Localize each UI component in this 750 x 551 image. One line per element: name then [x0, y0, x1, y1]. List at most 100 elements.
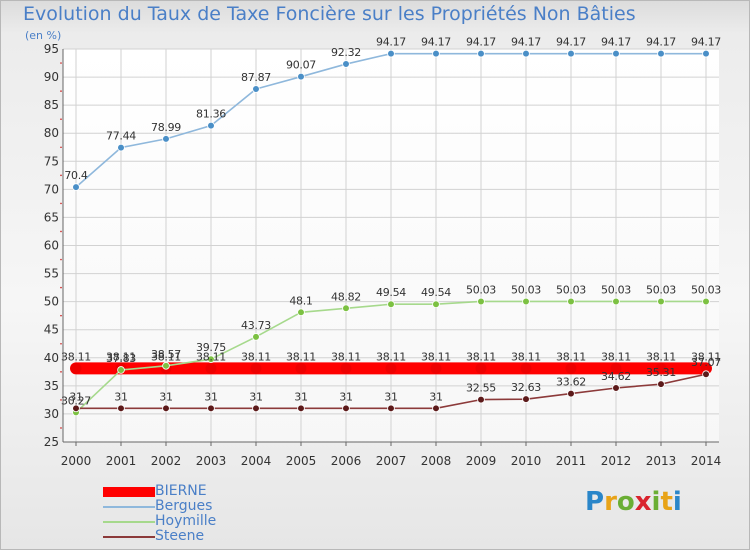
data-point-hoymille — [702, 297, 710, 306]
y-tick-label: 75 — [44, 154, 59, 168]
data-label-hoymille: 50.03 — [466, 283, 496, 296]
data-label-bergues: 94.17 — [556, 36, 586, 49]
proxiti-logo: Proxiti — [585, 487, 682, 517]
data-point-bergues — [432, 49, 440, 58]
data-label-bierne: 38.11 — [466, 350, 496, 363]
data-point-bergues — [477, 49, 485, 58]
data-point-bierne — [520, 362, 532, 374]
data-label-hoymille: 37.83 — [106, 352, 136, 365]
data-label-hoymille: 50.03 — [511, 283, 541, 296]
legend-label-bergues: Bergues — [155, 498, 213, 514]
data-label-steene: 32.55 — [466, 382, 496, 395]
x-tick-label: 2007 — [376, 454, 407, 468]
data-label-steene: 31 — [159, 390, 172, 403]
legend-swatch-steene — [103, 536, 155, 538]
y-minor-tick — [60, 371, 62, 373]
x-tick-label: 2014 — [691, 454, 722, 468]
data-label-bergues: 94.17 — [601, 36, 631, 49]
data-label-hoymille: 30.27 — [61, 394, 91, 407]
x-tick-label: 2010 — [511, 454, 542, 468]
data-label-bierne: 38.11 — [556, 350, 586, 363]
data-point-bierne — [475, 362, 487, 374]
data-label-bierne: 38.11 — [691, 350, 721, 363]
logo-letter: i — [651, 487, 661, 517]
data-point-steene — [342, 404, 350, 413]
data-point-bergues — [657, 49, 665, 58]
data-point-bierne — [295, 362, 307, 374]
data-point-hoymille — [297, 308, 305, 317]
data-point-steene — [612, 384, 620, 392]
data-label-hoymille: 38.57 — [151, 348, 181, 361]
y-minor-tick — [60, 202, 62, 205]
logo-letter: P — [585, 487, 605, 517]
data-label-hoymille: 49.54 — [421, 286, 451, 299]
data-label-bierne: 38.11 — [646, 350, 676, 363]
data-point-hoymille — [522, 297, 530, 306]
data-label-steene: 31 — [294, 390, 307, 403]
data-point-bergues — [162, 135, 170, 143]
y-tick-label: 35 — [44, 379, 59, 393]
data-point-bergues — [387, 49, 395, 58]
logo-letter: t — [660, 487, 673, 517]
data-label-bierne: 38.11 — [286, 350, 316, 363]
data-point-bergues — [342, 60, 350, 68]
data-label-bierne: 38.11 — [196, 350, 226, 363]
y-tick-label: 25 — [44, 435, 59, 449]
data-label-steene: 31 — [69, 390, 82, 403]
data-point-steene — [657, 380, 665, 388]
data-point-bierne — [700, 362, 712, 374]
data-label-hoymille: 49.54 — [376, 286, 406, 299]
y-tick-label: 60 — [44, 239, 59, 253]
data-point-hoymille — [477, 297, 485, 306]
data-label-bierne: 38.11 — [151, 350, 181, 363]
y-minor-tick — [60, 342, 62, 345]
y-minor-tick — [60, 90, 62, 92]
y-minor-tick — [60, 314, 62, 317]
data-label-bergues: 81.36 — [196, 108, 226, 121]
data-label-steene: 31 — [204, 390, 217, 403]
data-point-steene — [207, 404, 215, 413]
data-point-hoymille — [207, 355, 215, 363]
data-label-bierne: 38.11 — [61, 350, 91, 363]
data-label-bergues: 87.87 — [241, 71, 271, 84]
data-label-hoymille: 48.82 — [331, 290, 361, 303]
y-tick-label: 90 — [44, 70, 59, 84]
data-point-bergues — [117, 143, 125, 152]
data-label-bergues: 70.4 — [64, 169, 88, 182]
data-label-bierne: 38.11 — [601, 350, 631, 363]
logo-letter: i — [672, 487, 682, 517]
data-point-hoymille — [567, 297, 575, 306]
data-point-steene — [117, 404, 125, 413]
data-label-hoymille: 50.03 — [646, 283, 676, 296]
data-point-hoymille — [162, 362, 170, 370]
logo-letter: r — [604, 487, 617, 517]
y-minor-tick — [60, 146, 62, 149]
data-point-bierne — [250, 362, 262, 374]
y-minor-tick — [60, 286, 62, 289]
data-label-bierne: 38.11 — [106, 350, 136, 363]
x-tick-label: 2003 — [196, 454, 227, 468]
data-label-bergues: 92.32 — [331, 46, 361, 59]
data-label-hoymille: 50.03 — [556, 283, 586, 296]
x-tick-label: 2001 — [106, 454, 137, 468]
data-point-hoymille — [657, 297, 665, 306]
data-point-bierne — [70, 362, 82, 374]
y-tick-label: 70 — [44, 182, 59, 196]
data-label-bergues: 78.99 — [151, 121, 181, 134]
data-point-bierne — [340, 362, 352, 374]
y-tick-label: 55 — [44, 267, 59, 281]
y-minor-tick — [60, 174, 62, 177]
x-tick-label: 2004 — [241, 454, 272, 468]
data-label-steene: 31 — [249, 390, 262, 403]
data-point-steene — [162, 404, 170, 413]
y-tick-label: 50 — [44, 295, 59, 309]
x-tick-label: 2012 — [601, 454, 632, 468]
data-label-steene: 32.63 — [511, 381, 541, 394]
y-minor-tick — [60, 399, 62, 401]
data-point-bierne — [430, 362, 442, 374]
data-point-hoymille — [117, 366, 125, 374]
data-label-steene: 31 — [114, 390, 127, 403]
data-point-bierne — [385, 362, 397, 374]
data-point-bergues — [72, 183, 80, 191]
